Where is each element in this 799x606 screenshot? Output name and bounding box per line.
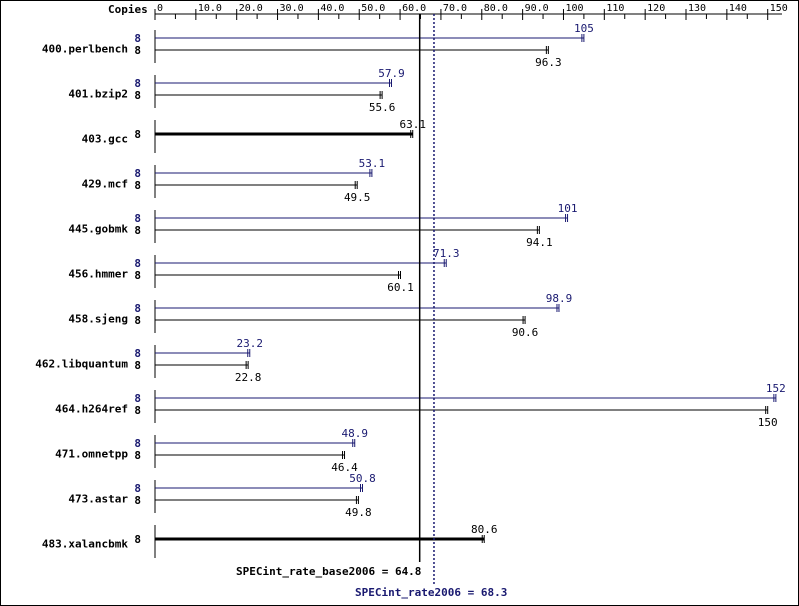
base-value-label: 90.6 bbox=[512, 326, 539, 339]
peak-value-label: 152 bbox=[766, 382, 786, 395]
base-copies-label: 8 bbox=[134, 533, 141, 546]
x-tick-label: 10.0 bbox=[198, 3, 222, 14]
peak-value-label: 48.9 bbox=[341, 427, 368, 440]
copies-header: Copies bbox=[108, 3, 148, 16]
x-tick-label: 120 bbox=[647, 3, 665, 14]
base-copies-label: 8 bbox=[134, 179, 141, 192]
base-value-label: 60.1 bbox=[387, 281, 414, 294]
base-value-label: 49.5 bbox=[344, 191, 371, 204]
benchmark-label: 401.bzip2 bbox=[68, 88, 128, 101]
peak-copies-label: 8 bbox=[134, 392, 141, 405]
x-tick-label: 110 bbox=[606, 3, 624, 14]
x-tick-label: 40.0 bbox=[320, 3, 344, 14]
peak-copies-label: 8 bbox=[134, 437, 141, 450]
benchmark-label: 458.sjeng bbox=[68, 313, 128, 326]
peak-copies-label: 8 bbox=[134, 302, 141, 315]
base-value-label: 94.1 bbox=[526, 236, 553, 249]
x-tick-label: 90.0 bbox=[525, 3, 549, 14]
base-value-label: 55.6 bbox=[369, 101, 396, 114]
base-value-label: 46.4 bbox=[331, 461, 358, 474]
base-value-label: 63.1 bbox=[399, 118, 426, 131]
base-value-label: 150 bbox=[758, 416, 778, 429]
x-axis: 0 10.0 20.0 30.0 40.0 50.0 60.0 70.0 80.0 90.0 100… bbox=[154, 3, 788, 20]
x-tick-label: 20.0 bbox=[239, 3, 263, 14]
base-copies-label: 8 bbox=[134, 404, 141, 417]
peak-copies-label: 8 bbox=[134, 482, 141, 495]
benchmark-label: 445.gobmk bbox=[68, 223, 128, 236]
x-tick-label: 100 bbox=[565, 3, 583, 14]
x-tick-label: 140 bbox=[729, 3, 747, 14]
peak-value-label: 105 bbox=[574, 22, 594, 35]
benchmark-label: 464.h264ref bbox=[55, 403, 128, 416]
base-copies-label: 8 bbox=[134, 269, 141, 282]
peak-copies-label: 8 bbox=[134, 77, 141, 90]
peak-value-label: 71.3 bbox=[433, 247, 460, 260]
base-value-label: 80.6 bbox=[471, 523, 498, 536]
summary-base-label: SPECint_rate_base2006 = 64.8 bbox=[236, 565, 421, 578]
x-tick-label: 70.0 bbox=[443, 3, 467, 14]
base-value-label: 49.8 bbox=[345, 506, 372, 519]
peak-copies-label: 8 bbox=[134, 212, 141, 225]
base-copies-label: 8 bbox=[134, 494, 141, 507]
base-copies-label: 8 bbox=[134, 89, 141, 102]
base-copies-label: 8 bbox=[134, 359, 141, 372]
benchmark-label: 456.hmmer bbox=[68, 268, 128, 281]
base-copies-label: 8 bbox=[134, 128, 141, 141]
x-tick-label: 150 bbox=[770, 3, 788, 14]
benchmark-label: 473.astar bbox=[68, 493, 128, 506]
x-tick-label: 50.0 bbox=[361, 3, 385, 14]
benchmark-label: 483.xalancbmk bbox=[42, 538, 128, 551]
base-copies-label: 8 bbox=[134, 314, 141, 327]
peak-value-label: 53.1 bbox=[359, 157, 386, 170]
benchmark-label: 400.perlbench bbox=[42, 43, 128, 56]
x-tick-label: 130 bbox=[688, 3, 706, 14]
peak-value-label: 50.8 bbox=[349, 472, 376, 485]
peak-copies-label: 8 bbox=[134, 257, 141, 270]
base-copies-label: 8 bbox=[134, 44, 141, 57]
peak-copies-label: 8 bbox=[134, 32, 141, 45]
benchmark-label: 462.libquantum bbox=[35, 358, 128, 371]
peak-value-label: 57.9 bbox=[378, 67, 405, 80]
peak-value-label: 101 bbox=[558, 202, 578, 215]
base-copies-label: 8 bbox=[134, 449, 141, 462]
peak-value-label: 23.2 bbox=[237, 337, 264, 350]
reference-lines bbox=[418, 14, 435, 584]
peak-copies-label: 8 bbox=[134, 167, 141, 180]
summary-peak-label: SPECint_rate2006 = 68.3 bbox=[355, 586, 507, 599]
peak-value-label: 98.9 bbox=[546, 292, 573, 305]
benchmark-label: 403.gcc bbox=[82, 133, 128, 146]
base-copies-label: 8 bbox=[134, 224, 141, 237]
peak-copies-label: 8 bbox=[134, 347, 141, 360]
base-value-label: 22.8 bbox=[235, 371, 262, 384]
base-value-label: 96.3 bbox=[535, 56, 562, 69]
x-tick-label: 80.0 bbox=[484, 3, 508, 14]
benchmark-label: 471.omnetpp bbox=[55, 448, 128, 461]
x-tick-label: 0 bbox=[157, 3, 163, 14]
benchmark-label: 429.mcf bbox=[82, 178, 128, 191]
x-tick-label: 60.0 bbox=[402, 3, 426, 14]
x-tick-label: 30.0 bbox=[280, 3, 304, 14]
